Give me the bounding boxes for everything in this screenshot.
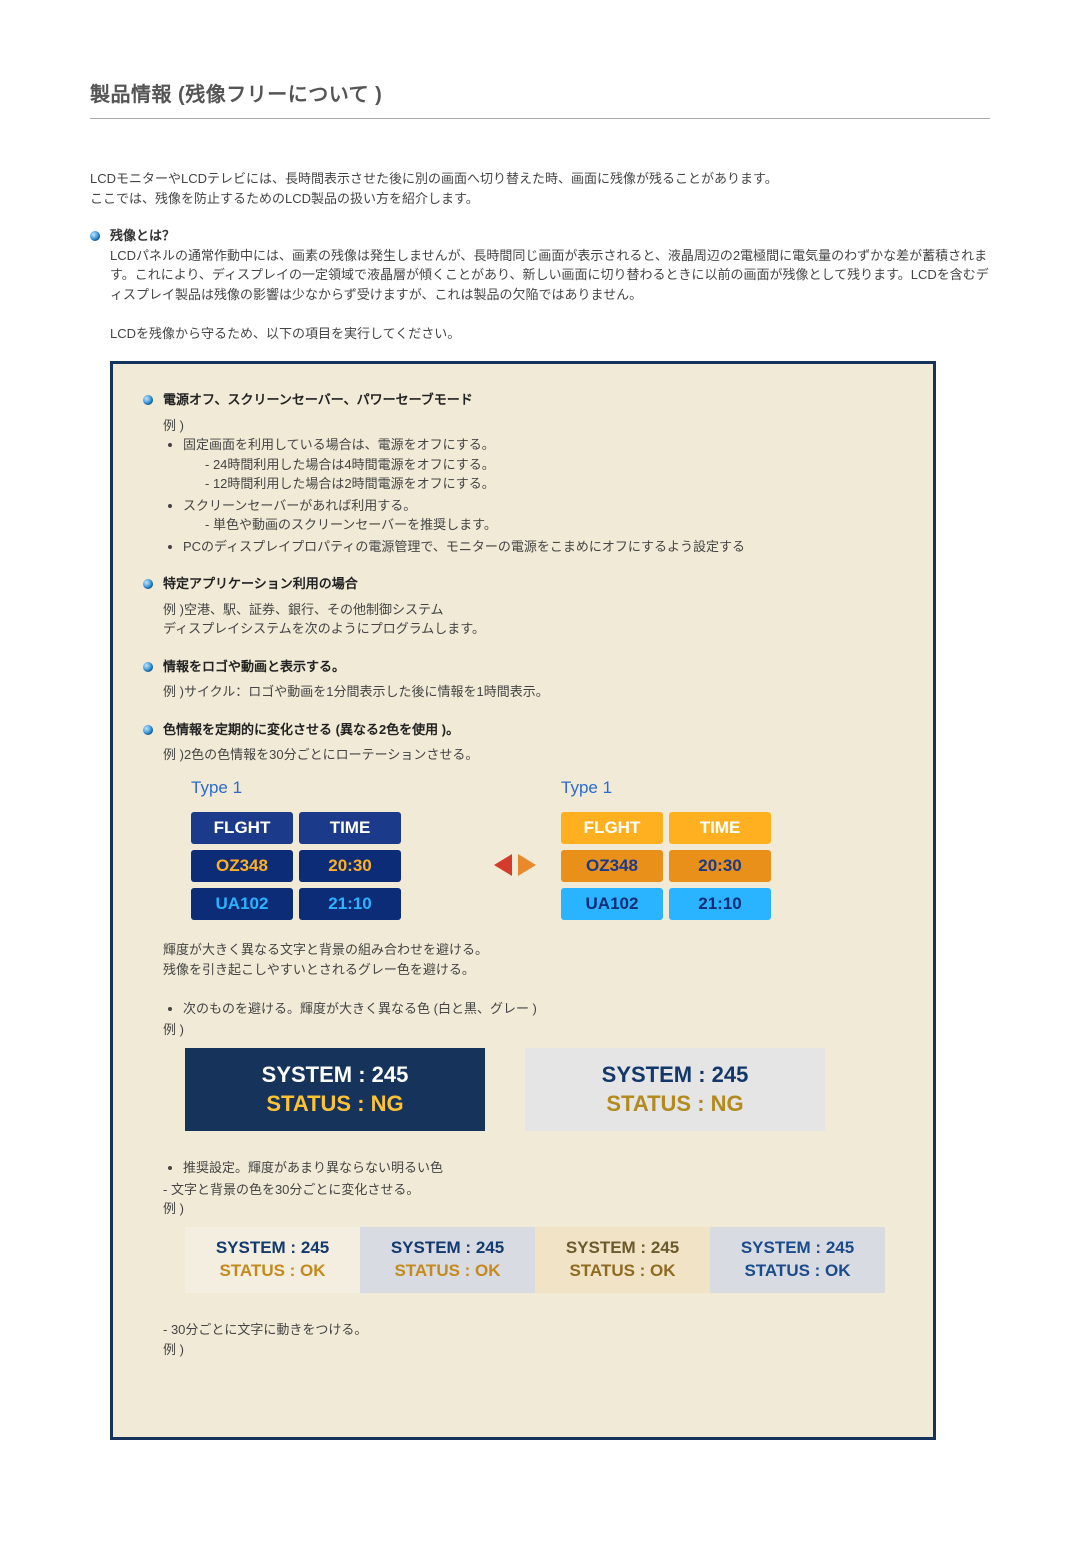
ng-panel-light: SYSTEM : 245 STATUS : NG (525, 1048, 825, 1131)
sec1-item: スクリーンセーバーがあれば利用する。 - 単色や動画のスクリーンセーバーを推奨し… (183, 496, 903, 535)
sec1-item: PCのディスプレイプロパティの電源管理で、モニターの電源をこまめにオフにするよう… (183, 537, 903, 557)
status-line: STATUS : OK (710, 1260, 885, 1283)
arrow-left-icon (494, 854, 512, 876)
whatis-title: 残像とは？ (110, 226, 175, 246)
sec2-line: ディスプレイシステムを次のようにプログラムします。 (163, 619, 903, 639)
sec4-title: 色情報を定期的に変化させる (異なる2色を使用 )。 (163, 720, 459, 740)
table-cell: 21:10 (669, 888, 771, 920)
recommend-note: - 文字と背景の色を30分ごとに変化させる。 (163, 1180, 903, 1200)
sec2-body: 例 )空港、駅、証券、銀行、その他制御システム ディスプレイシステムを次のように… (163, 600, 903, 639)
flight-table-a: FLGHT TIME OZ348 20:30 UA102 21:10 (185, 806, 407, 926)
sec1-item: 固定画面を利用している場合は、電源をオフにする。 - 24時間利用した場合は4時… (183, 435, 903, 494)
table-cell: OZ348 (561, 850, 663, 882)
sec2-title: 特定アプリケーション利用の場合 (163, 574, 358, 594)
table-header: TIME (669, 812, 771, 844)
flight-type-label: Type 1 (191, 775, 475, 801)
intro-block: LCDモニターやLCDテレビには、長時間表示させた後に別の画面へ切り替えた時、画… (90, 169, 990, 208)
ng-examples: SYSTEM : 245 STATUS : NG SYSTEM : 245 ST… (185, 1048, 903, 1131)
page-title: 製品情報 (残像フリーについて ) (90, 80, 990, 110)
system-line: SYSTEM : 245 (185, 1237, 360, 1260)
ok-examples: SYSTEM : 245 STATUS : OK SYSTEM : 245 ST… (185, 1227, 903, 1293)
whatis-row: 残像とは？ (90, 226, 990, 246)
example-label: 例 ) (163, 1340, 903, 1360)
table-header: FLGHT (561, 812, 663, 844)
arrow-right-icon (518, 854, 536, 876)
sec2-line: 例 )空港、駅、証券、銀行、その他制御システム (163, 600, 903, 620)
system-line: SYSTEM : 245 (185, 1060, 485, 1090)
content-box: 電源オフ、スクリーンセーバー、パワーセーブモード 例 ) 固定画面を利用している… (110, 361, 936, 1440)
flight-type-label: Type 1 (561, 775, 845, 801)
bullet-icon (90, 231, 100, 241)
bullet-icon (143, 662, 153, 672)
table-header: FLGHT (191, 812, 293, 844)
table-cell: UA102 (561, 888, 663, 920)
table-header: TIME (299, 812, 401, 844)
ok-panel: SYSTEM : 245 STATUS : OK (710, 1227, 885, 1293)
item-text: スクリーンセーバーがあれば利用する。 (183, 498, 416, 513)
sec3-title: 情報をロゴや動画と表示する。 (163, 657, 345, 677)
swap-arrows-icon (475, 854, 555, 876)
flight-table-b: FLGHT TIME OZ348 20:30 UA102 21:10 (555, 806, 777, 926)
sec2-header: 特定アプリケーション利用の場合 (143, 574, 903, 594)
system-line: SYSTEM : 245 (535, 1237, 710, 1260)
sec4-line: 例 )2色の色情報を30分ごとにローテーションさせる。 (163, 745, 903, 765)
status-line: STATUS : OK (360, 1260, 535, 1283)
sec3-line: 例 )サイクル：ロゴや動画を1分間表示した後に情報を1時間表示。 (163, 682, 903, 702)
item-text: 固定画面を利用している場合は、電源をオフにする。 (183, 437, 495, 452)
table-cell: 20:30 (669, 850, 771, 882)
divider (90, 118, 990, 119)
table-cell: 21:10 (299, 888, 401, 920)
system-line: SYSTEM : 245 (360, 1237, 535, 1260)
sec1-body: 例 ) 固定画面を利用している場合は、電源をオフにする。 - 24時間利用した場… (163, 416, 903, 557)
status-line: STATUS : OK (535, 1260, 710, 1283)
system-line: SYSTEM : 245 (525, 1060, 825, 1090)
ok-panel: SYSTEM : 245 STATUS : OK (535, 1227, 710, 1293)
flight-tables: Type 1 FLGHT TIME OZ348 20:30 UA (185, 775, 903, 927)
sec1-header: 電源オフ、スクリーンセーバー、パワーセーブモード (143, 390, 903, 410)
recommend-item: 推奨設定。輝度があまり異ならない明るい色 (183, 1158, 903, 1178)
example-label: 例 ) (163, 1199, 903, 1219)
sec4-note: 輝度が大きく異なる文字と背景の組み合わせを避ける。 (163, 940, 903, 960)
table-cell: OZ348 (191, 850, 293, 882)
sub-line: - 12時間利用した場合は2時間電源をオフにする。 (205, 474, 903, 494)
sec4-header: 色情報を定期的に変化させる (異なる2色を使用 )。 (143, 720, 903, 740)
sub-line: - 24時間利用した場合は4時間電源をオフにする。 (205, 455, 903, 475)
whatis-body: LCDパネルの通常作動中には、画素の残像は発生しませんが、長時間同じ画面が表示さ… (110, 246, 990, 305)
avoid-item: 次のものを避ける。輝度が大きく異なる色 (白と黒、グレー ) (183, 999, 903, 1019)
sub-line: - 単色や動画のスクリーンセーバーを推奨します。 (205, 515, 903, 535)
bullet-icon (143, 725, 153, 735)
status-line: STATUS : OK (185, 1260, 360, 1283)
system-line: SYSTEM : 245 (710, 1237, 885, 1260)
ng-panel-dark: SYSTEM : 245 STATUS : NG (185, 1048, 485, 1131)
ok-panel: SYSTEM : 245 STATUS : OK (360, 1227, 535, 1293)
status-line: STATUS : NG (525, 1089, 825, 1119)
sec4-note: 残像を引き起こしやすいとされるグレー色を避ける。 (163, 960, 903, 980)
table-cell: 20:30 (299, 850, 401, 882)
status-line: STATUS : NG (185, 1089, 485, 1119)
example-label: 例 ) (163, 1020, 903, 1040)
sec4-body: 例 )2色の色情報を30分ごとにローテーションさせる。 Type 1 FLGHT… (163, 745, 903, 1359)
sec1-title: 電源オフ、スクリーンセーバー、パワーセーブモード (163, 390, 473, 410)
move-note: - 30分ごとに文字に動きをつける。 (163, 1320, 903, 1340)
intro-line-1: LCDモニターやLCDテレビには、長時間表示させた後に別の画面へ切り替えた時、画… (90, 169, 990, 189)
whatis-note: LCDを残像から守るため、以下の項目を実行してください。 (110, 324, 990, 344)
sec3-body: 例 )サイクル：ロゴや動画を1分間表示した後に情報を1時間表示。 (163, 682, 903, 702)
sec3-header: 情報をロゴや動画と表示する。 (143, 657, 903, 677)
example-label: 例 ) (163, 416, 903, 436)
bullet-icon (143, 579, 153, 589)
ok-panel: SYSTEM : 245 STATUS : OK (185, 1227, 360, 1293)
table-cell: UA102 (191, 888, 293, 920)
bullet-icon (143, 395, 153, 405)
intro-line-2: ここでは、残像を防止するためのLCD製品の扱い方を紹介します。 (90, 189, 990, 209)
